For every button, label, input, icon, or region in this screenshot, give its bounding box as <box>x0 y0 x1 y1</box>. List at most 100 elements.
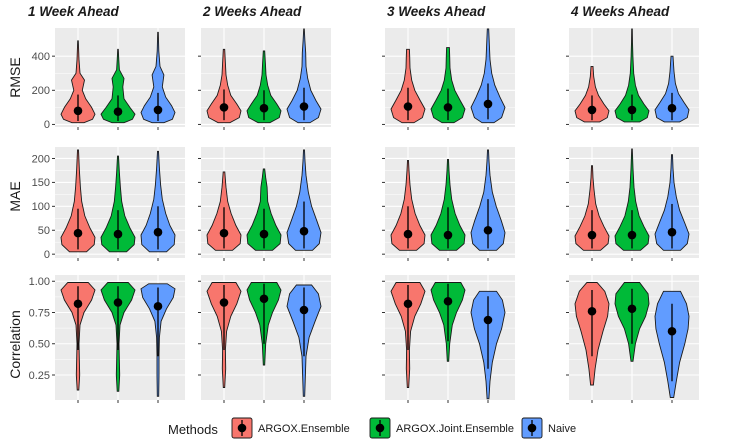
violin-median-point <box>299 226 309 236</box>
y-tick-label: 0 <box>44 249 50 261</box>
violin-argox-ensemble <box>390 48 426 124</box>
panel-correlation-3-weeks-ahead <box>382 275 515 403</box>
violin-naive <box>140 150 176 253</box>
violin-median-point <box>403 299 413 309</box>
legend-key-point <box>375 423 385 433</box>
violin-argox-ensemble <box>574 65 610 123</box>
legend-key-point <box>237 423 247 433</box>
row-label-mae: MAE <box>7 181 23 211</box>
violin-argox-joint-ensemble <box>430 47 466 124</box>
panel-mae-2-weeks-ahead <box>198 147 331 261</box>
violin-median-point <box>299 102 309 111</box>
strip-label-4-weeks: 4 Weeks Ahead <box>570 4 670 19</box>
legend-items: ARGOX.Ensemble ARGOX.Joint.Ensemble Naive <box>231 417 576 439</box>
panel-correlation-1-week-ahead: 0.25 0.50 0.75 1.00 <box>29 275 185 403</box>
y-tick-label: 200 <box>32 153 50 165</box>
row-labels: RMSE MAE Correlation <box>7 57 23 378</box>
violin-argox-joint-ensemble <box>430 158 466 251</box>
legend-label: ARGOX.Ensemble <box>258 423 350 435</box>
legend-item-argox-joint-ensemble: ARGOX.Joint.Ensemble <box>369 417 514 439</box>
violin-median-point <box>259 294 269 304</box>
legend-item-argox-ensemble: ARGOX.Ensemble <box>231 417 350 439</box>
y-tick-label: 150 <box>32 177 50 189</box>
panel-rmse-4-weeks-ahead <box>566 28 699 130</box>
violin-argox-ensemble <box>60 149 96 253</box>
violin-median-point <box>587 230 597 240</box>
y-tick-label: 400 <box>32 51 50 63</box>
y-tick-label: 0 <box>44 119 50 131</box>
violin-median-point <box>403 102 413 111</box>
violin-naive <box>286 28 322 124</box>
violin-median-point <box>667 227 677 237</box>
violin-naive <box>286 149 322 251</box>
violin-naive <box>654 154 690 251</box>
legend-label: ARGOX.Joint.Ensemble <box>396 423 514 435</box>
violin-median-point <box>153 227 163 237</box>
y-tick-label: 200 <box>32 85 50 97</box>
panel-correlation-2-weeks-ahead <box>198 275 331 403</box>
violin-median-point <box>403 229 413 239</box>
violin-median-point <box>219 228 229 238</box>
violin-median-point <box>667 103 677 113</box>
violin-median-point <box>153 105 163 115</box>
y-tick-label: 0.75 <box>29 307 50 319</box>
strip-label-3-weeks: 3 Weeks Ahead <box>387 4 486 19</box>
violin-argox-joint-ensemble <box>100 155 136 253</box>
panel-rmse-1-week-ahead: 0 200 400 <box>32 28 185 131</box>
violin-median-point <box>627 304 637 314</box>
violin-argox-ensemble <box>574 165 610 251</box>
row-label-rmse: RMSE <box>7 57 23 97</box>
violin-median-point <box>443 103 453 112</box>
facet-panels: 0 200 400 0 50 100 150 200 0.25 0.50 0.75 1.00 <box>29 28 699 403</box>
panel-mae-3-weeks-ahead <box>382 147 515 261</box>
violin-argox-ensemble <box>390 159 426 251</box>
violin-argox-joint-ensemble <box>614 148 650 251</box>
violin-median-point <box>259 103 269 113</box>
violin-median-point <box>73 299 83 309</box>
violin-median-point <box>153 301 163 311</box>
violin-median-point <box>443 296 453 306</box>
violin-median-point <box>587 306 597 316</box>
violin-argox-joint-ensemble <box>100 48 136 124</box>
violin-median-point <box>219 298 229 307</box>
legend: Methods ARGOX.Ensemble ARGOX.Joint.Ensemb… <box>168 417 576 439</box>
strip-label-2-weeks: 2 Weeks Ahead <box>202 4 302 19</box>
row-label-correlation: Correlation <box>7 310 23 378</box>
violin-median-point <box>443 230 453 240</box>
violin-median-point <box>483 225 493 235</box>
legend-label: Naive <box>548 423 576 435</box>
legend-title: Methods <box>168 422 218 437</box>
violin-median-point <box>113 229 123 239</box>
violin-naive <box>140 31 176 124</box>
violin-median-point <box>219 103 229 112</box>
violin-median-point <box>627 105 637 115</box>
strip-label-1-week: 1 Week Ahead <box>28 4 120 19</box>
y-tick-label: 1.00 <box>29 276 50 288</box>
violin-argox-ensemble <box>60 40 96 124</box>
legend-item-naive: Naive <box>521 417 576 439</box>
violin-median-point <box>667 326 677 336</box>
violin-argox-joint-ensemble <box>614 28 650 123</box>
y-tick-label: 50 <box>38 225 50 237</box>
violin-median-point <box>483 315 493 325</box>
y-tick-label: 0.50 <box>29 339 50 351</box>
violin-median-point <box>73 106 83 116</box>
panel-mae-4-weeks-ahead <box>566 147 699 261</box>
panel-rmse-3-weeks-ahead <box>382 28 515 130</box>
violin-naive <box>654 55 690 123</box>
violin-median-point <box>113 107 123 116</box>
panel-mae-1-week-ahead: 0 50 100 150 200 <box>32 147 185 261</box>
panel-rmse-2-weeks-ahead <box>198 28 331 130</box>
y-tick-label: 100 <box>32 201 50 213</box>
facet-strips: 1 Week Ahead 2 Weeks Ahead 3 Weeks Ahead… <box>28 4 670 19</box>
violin-median-point <box>587 105 597 115</box>
violin-argox-joint-ensemble <box>246 50 282 124</box>
panel-correlation-4-weeks-ahead <box>566 275 699 403</box>
violin-median-point <box>483 99 493 109</box>
legend-key-point <box>527 423 537 433</box>
violin-median-point <box>627 230 637 240</box>
violin-median-point <box>299 305 309 315</box>
violin-median-point <box>73 228 83 238</box>
violin-median-point <box>259 229 269 239</box>
